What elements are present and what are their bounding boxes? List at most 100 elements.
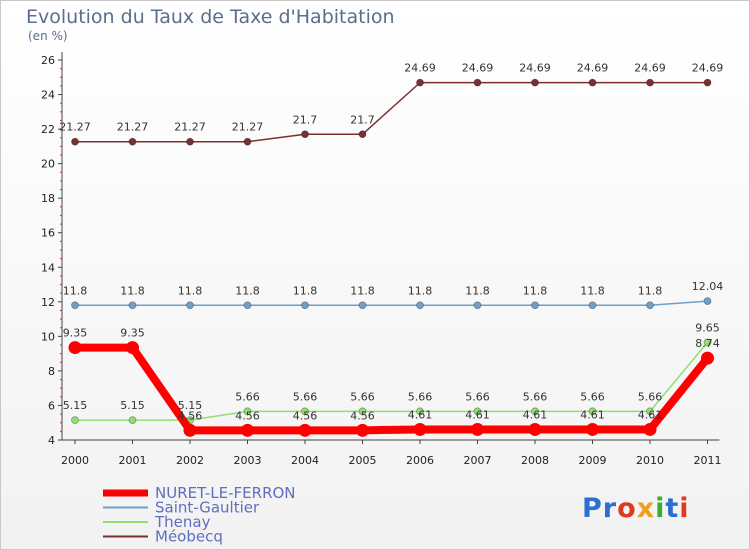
data-point (471, 422, 484, 436)
data-label: 11.8 (120, 284, 145, 297)
data-point (301, 407, 309, 416)
data-point (358, 130, 367, 139)
data-label: 12.04 (692, 280, 724, 293)
y-tick-label: 12 (41, 296, 55, 309)
data-point (183, 423, 197, 437)
data-label: 11.8 (638, 284, 663, 297)
data-point (356, 423, 369, 437)
x-tick-label: 2006 (406, 454, 434, 467)
series-line (71, 343, 712, 435)
data-point (186, 301, 194, 310)
data-point (243, 137, 252, 146)
x-tick-label: 2010 (636, 454, 664, 467)
data-point (703, 78, 712, 87)
logo-letter: t (665, 493, 679, 524)
data-point (646, 301, 654, 310)
data-point (473, 407, 482, 416)
data-label: 5.15 (120, 399, 145, 412)
data-label: 9.35 (63, 327, 88, 340)
data-labels: 21.27 21.27 21.27 21.27 21.7 21.7 24.69 24.69 24… (59, 62, 723, 423)
x-tick-label: 2011 (694, 454, 722, 467)
data-point (703, 338, 712, 347)
y-tick-label: 8 (48, 365, 55, 378)
series-line (74, 300, 709, 307)
data-point (71, 137, 79, 146)
legend-label: Saint-Gaultier (155, 499, 260, 517)
data-label: 24.69 (519, 62, 551, 75)
legend-label: Thenay (154, 513, 211, 531)
axes: 4 6 8 10 12 14 16 18 20 22 24 26 2000 2001 2002 2003 200… (41, 52, 722, 467)
series-line (74, 341, 709, 421)
data-label: 21.27 (117, 121, 149, 134)
data-label: 4.61 (580, 408, 605, 421)
data-point (586, 422, 599, 436)
data-point (298, 423, 312, 437)
data-label: 24.69 (462, 62, 494, 75)
data-label: 5.66 (523, 390, 548, 403)
x-tick-label: 2008 (521, 454, 549, 467)
data-label: 4.56 (293, 409, 318, 422)
y-tick-label: 10 (41, 330, 55, 343)
data-label: 11.8 (580, 284, 605, 297)
series-m-obecq (71, 78, 712, 146)
data-point (416, 407, 424, 416)
data-point (416, 78, 424, 87)
y-tick-label: 4 (48, 434, 55, 447)
data-point (528, 422, 542, 436)
y-tick-label: 24 (41, 89, 55, 102)
proxiti-logo: Proxiti (582, 493, 690, 524)
data-point (186, 137, 194, 146)
legend-label: NURET-LE-FERRON (155, 484, 296, 502)
y-tick-label: 6 (48, 399, 55, 412)
data-point (243, 301, 252, 310)
legend: NURET-LE-FERRONSaint-GaultierThenayMéobe… (103, 484, 296, 546)
data-label: 21.27 (232, 121, 264, 134)
data-label: 21.7 (350, 113, 375, 126)
logo-letter: r (603, 493, 617, 524)
data-label: 11.8 (63, 284, 88, 297)
series-thenay (71, 338, 712, 425)
data-point (358, 301, 367, 310)
data-point (531, 78, 539, 87)
data-point (646, 407, 654, 416)
data-point (128, 137, 137, 146)
x-tick-label: 2000 (61, 454, 89, 467)
data-point (646, 78, 654, 87)
data-point (416, 301, 424, 310)
data-label: 24.69 (692, 62, 724, 75)
data-label: 5.66 (580, 390, 605, 403)
data-point (243, 407, 252, 416)
x-tick-label: 2004 (291, 454, 319, 467)
data-label: 5.66 (293, 390, 318, 403)
data-label: 5.66 (408, 390, 433, 403)
data-label: 5.15 (63, 399, 88, 412)
x-tick-label: 2005 (349, 454, 377, 467)
data-label: 24.69 (577, 62, 609, 75)
logo-letter: i (655, 493, 665, 524)
y-tick-label: 16 (41, 227, 55, 240)
data-label: 24.69 (404, 62, 436, 75)
logo-letter: P (582, 493, 603, 524)
data-point (71, 416, 79, 425)
data-point (531, 301, 539, 310)
data-label: 5.66 (465, 390, 490, 403)
data-label: 4.56 (178, 409, 203, 422)
logo-text: Proxiti (582, 493, 690, 524)
y-tick-label: 26 (41, 54, 55, 67)
data-point (473, 301, 482, 310)
logo-letter: o (617, 493, 637, 524)
y-tick-label: 14 (41, 261, 55, 274)
data-label: 4.61 (523, 408, 548, 421)
x-tick-label: 2003 (234, 454, 262, 467)
data-label: 9.35 (120, 327, 145, 340)
data-label: 8.74 (695, 337, 720, 350)
data-label: 5.66 (350, 390, 375, 403)
data-label: 5.66 (638, 390, 663, 403)
data-point (413, 422, 427, 436)
series-layer (68, 78, 714, 437)
chart-subtitle: (en %) (28, 29, 68, 43)
x-tick-label: 2007 (464, 454, 492, 467)
data-label: 11.8 (293, 284, 318, 297)
data-label: 5.15 (178, 399, 203, 412)
